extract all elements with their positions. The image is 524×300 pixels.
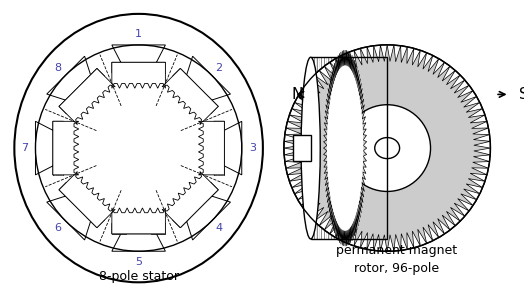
Bar <box>314 57 315 239</box>
Bar <box>336 57 337 239</box>
Polygon shape <box>284 45 490 251</box>
Polygon shape <box>112 224 126 234</box>
Text: permanent magnet
rotor, 96-pole: permanent magnet rotor, 96-pole <box>336 244 457 275</box>
Circle shape <box>77 86 201 210</box>
Polygon shape <box>53 121 63 136</box>
Bar <box>324 57 325 239</box>
Ellipse shape <box>375 138 400 159</box>
Polygon shape <box>214 121 242 175</box>
Bar <box>356 57 357 239</box>
Bar <box>340 57 341 239</box>
Polygon shape <box>151 224 166 234</box>
Ellipse shape <box>301 57 320 239</box>
Polygon shape <box>173 210 190 228</box>
Bar <box>355 57 356 239</box>
Bar <box>362 57 363 239</box>
Bar <box>328 57 329 239</box>
Polygon shape <box>173 182 231 240</box>
Polygon shape <box>162 68 218 125</box>
Text: 7: 7 <box>21 143 28 153</box>
Bar <box>341 57 342 239</box>
Polygon shape <box>201 96 218 114</box>
Bar <box>311 57 387 239</box>
Circle shape <box>284 45 490 251</box>
Bar <box>365 57 366 239</box>
Bar <box>350 57 351 239</box>
Polygon shape <box>53 160 63 175</box>
Text: 8-pole stator: 8-pole stator <box>99 270 179 283</box>
Polygon shape <box>214 121 224 136</box>
Text: S: S <box>519 87 524 102</box>
Text: 8: 8 <box>54 63 62 73</box>
Polygon shape <box>327 65 363 231</box>
Polygon shape <box>87 210 104 228</box>
Polygon shape <box>112 224 166 251</box>
Bar <box>334 57 335 239</box>
Polygon shape <box>59 172 115 228</box>
Text: 5: 5 <box>135 257 142 267</box>
Bar <box>321 57 322 239</box>
Bar <box>326 57 327 239</box>
Bar <box>338 57 339 239</box>
Polygon shape <box>59 96 77 114</box>
Bar <box>374 57 375 239</box>
Polygon shape <box>112 62 166 88</box>
Bar <box>311 57 387 239</box>
Circle shape <box>344 105 431 191</box>
Polygon shape <box>87 68 104 86</box>
Bar <box>318 57 319 239</box>
Bar <box>372 57 373 239</box>
Polygon shape <box>201 182 218 200</box>
Polygon shape <box>173 56 231 114</box>
Bar <box>384 57 385 239</box>
Polygon shape <box>59 182 77 200</box>
Polygon shape <box>47 56 104 114</box>
Polygon shape <box>36 121 63 175</box>
Text: 6: 6 <box>54 224 62 233</box>
Polygon shape <box>112 208 166 234</box>
Bar <box>367 57 368 239</box>
Bar <box>360 57 361 239</box>
Text: 3: 3 <box>249 143 256 153</box>
Bar <box>346 57 347 239</box>
Polygon shape <box>199 121 224 175</box>
Bar <box>363 57 364 239</box>
Bar <box>319 57 320 239</box>
Polygon shape <box>173 68 190 86</box>
Bar <box>382 57 383 239</box>
Text: N: N <box>291 87 303 102</box>
Bar <box>353 57 354 239</box>
Text: 1: 1 <box>135 29 142 39</box>
Polygon shape <box>112 62 126 73</box>
Text: 2: 2 <box>215 63 223 73</box>
Polygon shape <box>214 160 224 175</box>
Bar <box>377 57 378 239</box>
Bar <box>375 57 376 239</box>
Text: 4: 4 <box>215 224 223 233</box>
Polygon shape <box>59 68 115 125</box>
Bar <box>333 57 334 239</box>
Polygon shape <box>323 50 367 246</box>
Bar <box>368 57 369 239</box>
Bar <box>312 57 313 239</box>
Polygon shape <box>151 62 166 73</box>
Polygon shape <box>112 45 166 73</box>
Bar <box>358 57 359 239</box>
Bar <box>293 135 311 161</box>
Polygon shape <box>162 172 218 228</box>
Bar <box>343 57 344 239</box>
Bar <box>380 57 381 239</box>
Bar <box>331 57 332 239</box>
Bar <box>311 57 312 239</box>
Ellipse shape <box>14 14 263 282</box>
Bar <box>370 57 371 239</box>
Polygon shape <box>53 121 79 175</box>
Polygon shape <box>47 182 104 240</box>
Bar <box>348 57 349 239</box>
